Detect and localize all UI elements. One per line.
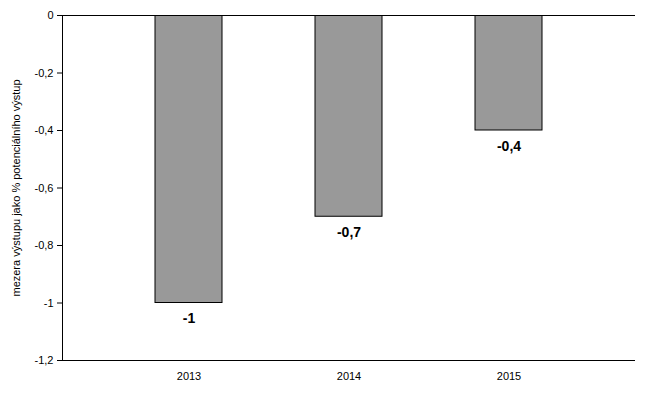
- svg-text:-0,7: -0,7: [337, 224, 361, 240]
- svg-text:-0,8: -0,8: [35, 239, 54, 251]
- svg-text:-1: -1: [44, 297, 54, 309]
- svg-text:-0,4: -0,4: [497, 138, 521, 154]
- svg-text:-1: -1: [183, 310, 196, 326]
- svg-text:-0,4: -0,4: [35, 124, 54, 136]
- svg-text:-0,2: -0,2: [35, 67, 54, 79]
- svg-text:2014: 2014: [337, 370, 361, 382]
- svg-text:-0,6: -0,6: [35, 182, 54, 194]
- svg-text:2013: 2013: [177, 370, 201, 382]
- svg-text:mezera výstupu jako % potenciá: mezera výstupu jako % potenciálního výst…: [10, 79, 22, 296]
- svg-text:0: 0: [47, 9, 53, 21]
- svg-text:2015: 2015: [497, 370, 521, 382]
- svg-text:-1,2: -1,2: [35, 354, 54, 366]
